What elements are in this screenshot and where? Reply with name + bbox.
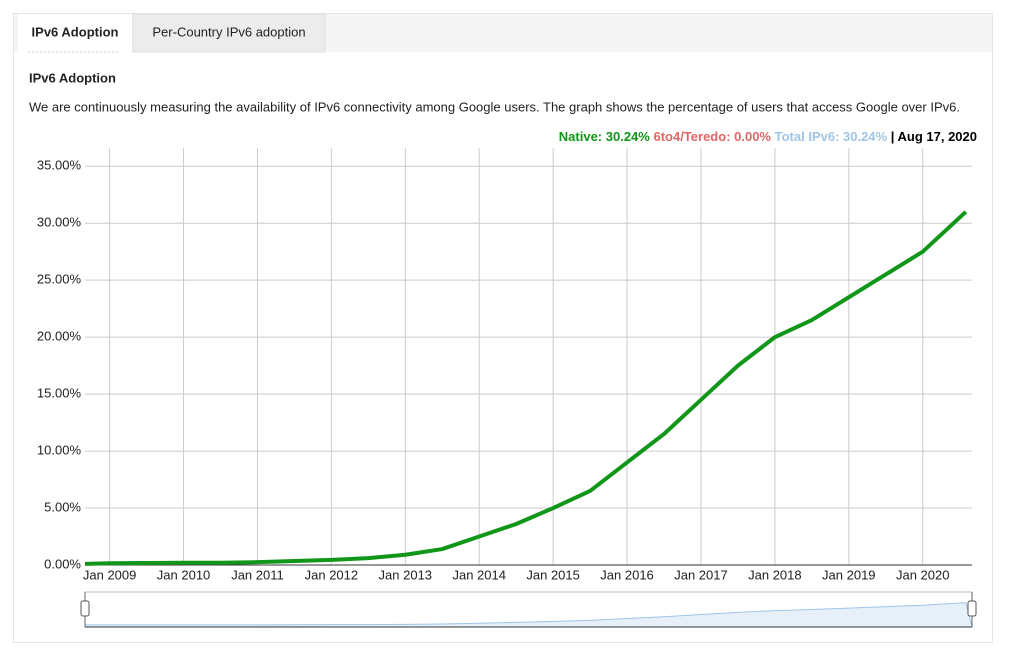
x-tick-label: Jan 2013 [379,567,433,582]
y-tick-label: 15.00% [37,386,82,401]
x-tick-label: Jan 2016 [600,567,654,582]
readout: Native: 30.24% 6to4/Teredo: 0.00% Total … [559,129,977,144]
y-tick-label: 30.00% [37,215,82,230]
x-tick-label: Jan 2019 [822,567,876,582]
tab-label[interactable]: IPv6 Adoption [32,24,119,39]
panel [13,13,993,643]
y-tick-label: 25.00% [37,272,82,287]
y-tick-label: 5.00% [44,499,81,514]
tab[interactable] [132,13,326,53]
x-tick-label: Jan 2018 [748,567,802,582]
x-tick-label: Jan 2011 [231,567,284,582]
x-tick-label: Jan 2020 [896,567,950,582]
tab-label[interactable]: Per-Country IPv6 adoption [152,24,305,39]
readout-item: 6to4/Teredo: 0.00% [653,129,771,144]
heading: IPv6 Adoption [29,70,116,85]
data-line [84,210,968,566]
x-tick-label: Jan 2014 [452,567,506,582]
navigator-handle[interactable] [967,600,977,617]
readout-item: Total IPv6: 30.24% [775,129,888,144]
x-tick-label: Jan 2010 [157,567,211,582]
y-tick-label: 20.00% [37,329,82,344]
x-tick-label: Jan 2017 [674,567,728,582]
active-tab[interactable] [18,14,132,52]
navigator-handle[interactable] [80,600,90,617]
readout-item: Native: 30.24% [559,129,650,144]
x-tick-label: Jan 2009 [83,567,137,582]
x-tick-label: Jan 2012 [305,567,359,582]
x-tick-label: Jan 2015 [526,567,580,582]
navigator-area [84,602,973,628]
y-tick-label: 10.00% [37,443,82,458]
description: We are continuously measuring the availa… [29,99,960,114]
readout-date: | Aug 17, 2020 [891,129,977,144]
y-tick-label: 0.00% [44,556,81,571]
y-tick-label: 35.00% [37,158,82,173]
